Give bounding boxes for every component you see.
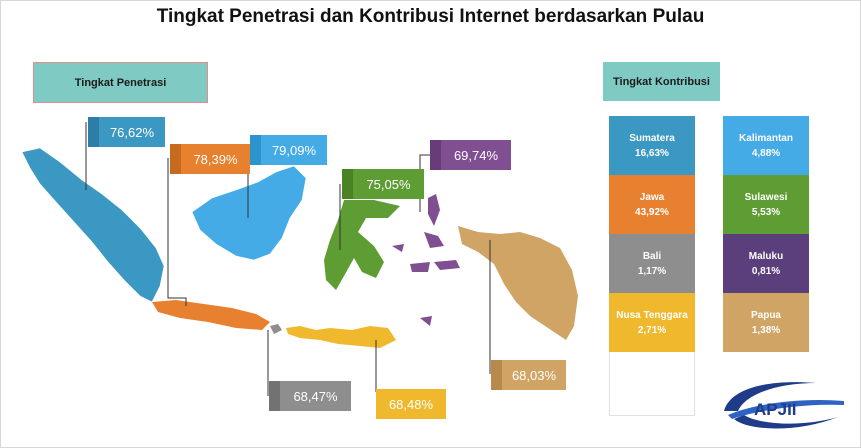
chart-title: Tingkat Penetrasi dan Kontribusi Interne… xyxy=(156,6,705,27)
penetration-label-sumatera: 76,62% xyxy=(88,117,165,147)
leader-lines xyxy=(85,122,491,396)
contribution-header: Tingkat Kontribusi xyxy=(603,62,720,101)
penetration-label-maluku: 69,74% xyxy=(430,140,511,170)
indonesia-map xyxy=(21,122,578,396)
contribution-cell-maluku: Maluku 0,81% xyxy=(723,234,809,293)
penetration-label-kalimantan: 79,09% xyxy=(250,135,327,165)
island-bali xyxy=(270,324,282,334)
contribution-column-right: Kalimantan 4,88% Sulawesi 5,53% Maluku 0,81… xyxy=(723,116,809,352)
island-papua xyxy=(458,226,578,340)
island-nusa-tenggara xyxy=(286,326,396,348)
penetration-label-nusa-tenggara: 68,48% xyxy=(376,389,446,419)
island-jawa xyxy=(152,300,270,330)
contribution-cell-sumatera: Sumatera 16,63% xyxy=(609,116,695,175)
apjii-logo: APJII xyxy=(724,382,844,429)
penetration-header: Tingkat Penetrasi xyxy=(33,62,208,103)
penetration-label-sulawesi: 75,05% xyxy=(342,169,424,199)
contribution-cell-kalimantan: Kalimantan 4,88% xyxy=(723,116,809,175)
contribution-cell-jawa: Jawa 43,92% xyxy=(609,175,695,234)
contribution-cell-papua: Papua 1,38% xyxy=(723,293,809,352)
logo-text: APJII xyxy=(754,400,797,419)
contribution-column-left: Sumatera 16,63% Jawa 43,92% Bali 1,17% Nusa… xyxy=(609,116,695,416)
contribution-cell-sulawesi: Sulawesi 5,53% xyxy=(723,175,809,234)
penetration-label-jawa: 78,39% xyxy=(170,144,250,174)
penetration-label-papua: 68,03% xyxy=(491,360,566,390)
contribution-cell-nusa-tenggara: Nusa Tenggara 2,71% xyxy=(609,293,695,352)
island-sulawesi xyxy=(324,200,400,290)
island-sumatera xyxy=(21,147,165,303)
contribution-cell-bali: Bali 1,17% xyxy=(609,234,695,293)
island-maluku xyxy=(428,194,440,226)
island-kalimantan xyxy=(191,165,307,261)
penetration-label-bali: 68,47% xyxy=(269,381,351,411)
